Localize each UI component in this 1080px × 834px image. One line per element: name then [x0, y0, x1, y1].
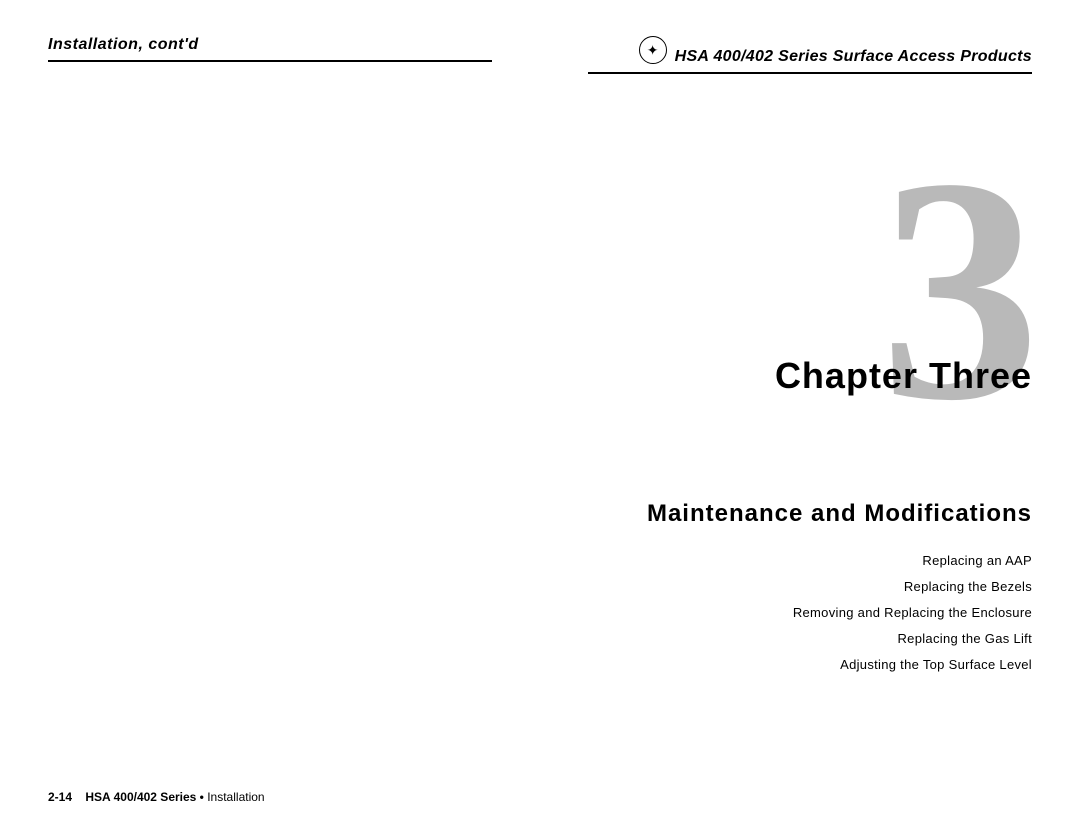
- section-title: Maintenance and Modifications: [647, 500, 1032, 528]
- right-page: ✦ HSA 400/402 Series Surface Access Prod…: [540, 0, 1080, 834]
- left-header: Installation, cont'd: [48, 36, 492, 62]
- logo-icon: ✦: [639, 36, 667, 64]
- chapter-number-watermark: 3: [880, 130, 1040, 450]
- right-header: ✦ HSA 400/402 Series Surface Access Prod…: [588, 36, 1032, 74]
- toc-item: Adjusting the Top Surface Level: [793, 652, 1032, 678]
- footer-section: Installation: [207, 790, 264, 804]
- toc-item: Replacing the Gas Lift: [793, 626, 1032, 652]
- toc-item: Replacing an AAP: [793, 548, 1032, 574]
- footer-series: HSA 400/402 Series •: [85, 790, 204, 804]
- toc-item: Replacing the Bezels: [793, 574, 1032, 600]
- page-number: 2-14: [48, 790, 72, 804]
- right-header-text: HSA 400/402 Series Surface Access Produc…: [675, 48, 1032, 66]
- chapter-title: Chapter Three: [775, 355, 1032, 397]
- table-of-contents: Replacing an AAP Replacing the Bezels Re…: [793, 548, 1032, 678]
- logo-glyph: ✦: [647, 43, 659, 57]
- left-footer: 2-14 HSA 400/402 Series • Installation: [48, 790, 265, 804]
- left-page: Installation, cont'd 2-14 HSA 400/402 Se…: [0, 0, 540, 834]
- toc-item: Removing and Replacing the Enclosure: [793, 600, 1032, 626]
